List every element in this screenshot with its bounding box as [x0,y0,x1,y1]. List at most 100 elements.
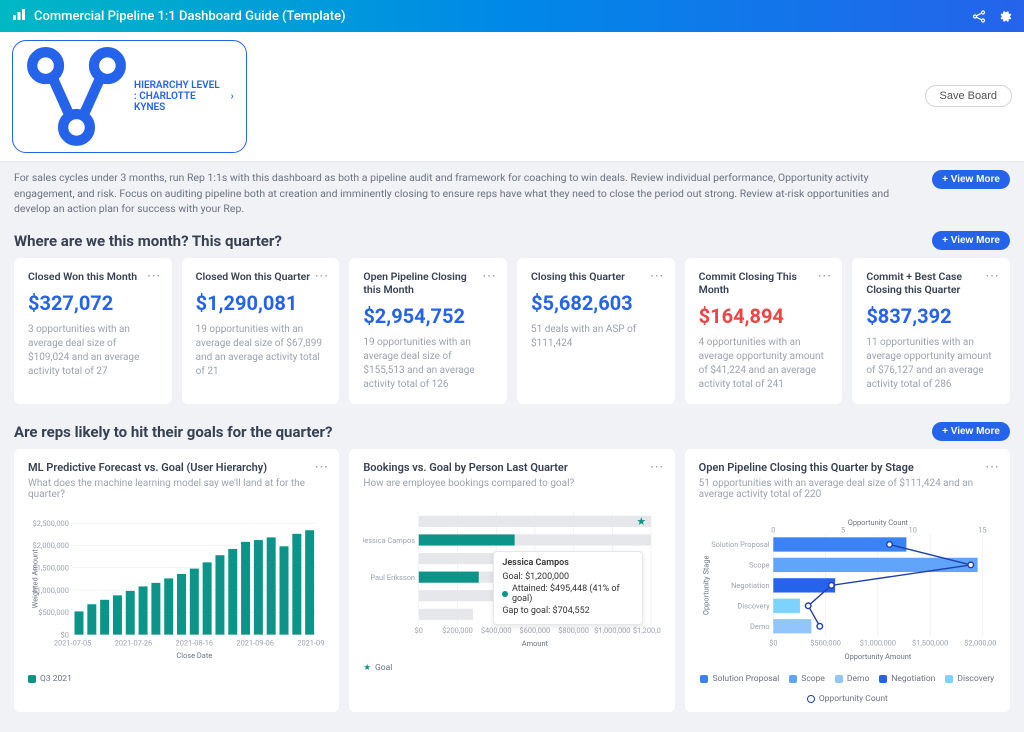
svg-text:$2,000,000: $2,000,000 [964,639,996,648]
kpi-label: Closed Won this Quarter [196,270,326,283]
kpi-label: Open Pipeline Closing this Month [363,270,493,296]
kpi-label: Commit Closing This Month [699,270,829,296]
app-header: Commercial Pipeline 1:1 Dashboard Guide … [0,0,1024,32]
chart1-title: ML Predictive Forecast vs. Goal (User Hi… [28,461,325,474]
kpi-label: Commit + Best Case Closing this Quarter [866,270,996,296]
hierarchy-pill[interactable]: HIERARCHY LEVEL : CHARLOTTE KYNES › [12,40,247,153]
chart1-svg: $0$500,000$1,000,000$1,500,000$2,000,000… [28,510,325,670]
chart-card-pipeline-stage: ⋯ Open Pipeline Closing this Quarter by … [685,449,1010,712]
view-more-button[interactable]: + View More [932,422,1010,441]
kpi-desc: 51 deals with an ASP of $111,424 [531,323,661,351]
svg-text:$1,200,000: $1,200,000 [633,626,660,635]
svg-text:$2,000,000: $2,000,000 [33,541,69,550]
gear-icon[interactable] [998,8,1012,25]
header-title: Commercial Pipeline 1:1 Dashboard Guide … [12,7,346,25]
svg-text:★: ★ [637,515,647,528]
chart3-subtitle: 51 opportunities with an average deal si… [699,478,996,500]
hierarchy-label: HIERARCHY LEVEL : CHARLOTTE KYNES [134,80,225,113]
share-icon[interactable] [972,8,986,25]
svg-text:$400,000: $400,000 [481,626,512,635]
svg-text:Scope: Scope [749,561,770,570]
card-menu-icon[interactable]: ⋯ [650,268,665,284]
kpi-card: ⋯ Closed Won this Month $327,072 3 oppor… [14,258,172,404]
svg-text:0: 0 [771,526,775,535]
legend-item: Opportunity Count [807,694,888,704]
svg-text:$800,000: $800,000 [559,626,590,635]
chart3-svg: Opportunity Count051015$0$500,000$1,000,… [699,510,996,670]
svg-text:Amount: Amount [522,639,549,648]
svg-text:$1,000,000: $1,000,000 [595,626,631,635]
svg-text:2021-09-06: 2021-09-06 [236,639,273,648]
card-menu-icon[interactable]: ⋯ [314,268,329,284]
kpi-value: $1,290,081 [196,291,326,315]
svg-text:2021-08-16: 2021-08-16 [176,639,213,648]
kpi-value: $837,392 [866,304,996,328]
svg-text:$0: $0 [769,639,777,648]
card-menu-icon[interactable]: ⋯ [985,459,1000,475]
kpi-desc: 19 opportunities with an average deal si… [196,323,326,379]
svg-text:$500,000: $500,000 [38,608,69,617]
legend-item: Negotiation [879,674,935,684]
header-actions [972,8,1012,25]
svg-text:Jessica Campos: Jessica Campos [363,536,415,545]
view-more-button[interactable]: + View More [932,170,1010,189]
svg-text:Paul Eriksson: Paul Eriksson [371,573,416,582]
svg-text:$0: $0 [415,626,423,635]
kpi-value: $327,072 [28,291,158,315]
kpi-desc: 19 opportunities with an average deal si… [363,336,493,392]
chart1-legend: Q3 2021 [28,674,325,684]
svg-text:Opportunity Count: Opportunity Count [847,518,908,527]
card-menu-icon[interactable]: ⋯ [985,268,1000,284]
svg-text:2021-07-05: 2021-07-05 [54,639,91,648]
svg-text:$200,000: $200,000 [442,626,473,635]
kpi-value: $5,682,603 [531,291,661,315]
chevron-right-icon: › [231,91,234,102]
kpi-card: ⋯ Closing this Quarter $5,682,603 51 dea… [517,258,675,404]
card-menu-icon[interactable]: ⋯ [147,268,162,284]
svg-text:Close Date: Close Date [176,651,212,660]
chart2-title: Bookings vs. Goal by Person Last Quarter [363,461,660,474]
chart1-subtitle: What does the machine learning model say… [28,478,325,500]
view-more-button[interactable]: + View More [932,231,1010,250]
svg-text:$1,500,000: $1,500,000 [912,639,948,648]
chart-icon [12,7,26,25]
chart3-title: Open Pipeline Closing this Quarter by St… [699,461,996,474]
card-menu-icon[interactable]: ⋯ [817,268,832,284]
chart-card-forecast: ⋯ ML Predictive Forecast vs. Goal (User … [14,449,339,712]
page-title: Commercial Pipeline 1:1 Dashboard Guide … [34,9,346,24]
chart2-legend: ★Goal [363,663,660,673]
kpi-card: ⋯ Commit + Best Case Closing this Quarte… [852,258,1010,404]
kpi-desc: 4 opportunities with an average opportun… [699,336,829,392]
card-menu-icon[interactable]: ⋯ [314,459,329,475]
svg-text:Demo: Demo [750,622,770,631]
kpi-label: Closed Won this Month [28,270,158,283]
chart2-tooltip: Jessica Campos Goal: $1,200,000 Attained… [493,551,643,625]
kpi-label: Closing this Quarter [531,270,661,283]
kpi-card: ⋯ Closed Won this Quarter $1,290,081 19 … [182,258,340,404]
subheader: HIERARCHY LEVEL : CHARLOTTE KYNES › Save… [0,32,1024,162]
intro-text: For sales cycles under 3 months, run Rep… [14,170,920,217]
kpi-card: ⋯ Commit Closing This Month $164,894 4 o… [685,258,843,404]
legend-item: Solution Proposal [700,674,779,684]
legend-item: Demo [835,674,869,684]
card-menu-icon[interactable]: ⋯ [482,268,497,284]
svg-text:Weighted Amount: Weighted Amount [30,549,39,609]
kpi-value: $164,894 [699,304,829,328]
legend-item: Scope [789,674,825,684]
chart3-legend: Solution Proposal Scope Demo Negotiation Dis… [699,674,996,704]
svg-text:2021-09-27: 2021-09-27 [297,639,325,648]
chart-card-bookings: ⋯ Bookings vs. Goal by Person Last Quart… [349,449,674,712]
svg-text:Opportunity Amount: Opportunity Amount [844,652,911,661]
kpi-card: ⋯ Open Pipeline Closing this Month $2,95… [349,258,507,404]
chart2-subtitle: How are employee bookings compared to go… [363,478,660,489]
kpi-row: ⋯ Closed Won this Month $327,072 3 oppor… [14,258,1010,404]
kpi-value: $2,954,752 [363,304,493,328]
svg-text:5: 5 [841,526,845,535]
svg-text:15: 15 [978,526,986,535]
card-menu-icon[interactable]: ⋯ [650,459,665,475]
legend-item: Discovery [945,674,994,684]
svg-text:Opportunity Stage: Opportunity Stage [701,556,710,616]
svg-text:$2,500,000: $2,500,000 [33,519,69,528]
svg-text:Negotiation: Negotiation [731,581,769,590]
save-board-button[interactable]: Save Board [925,85,1012,107]
